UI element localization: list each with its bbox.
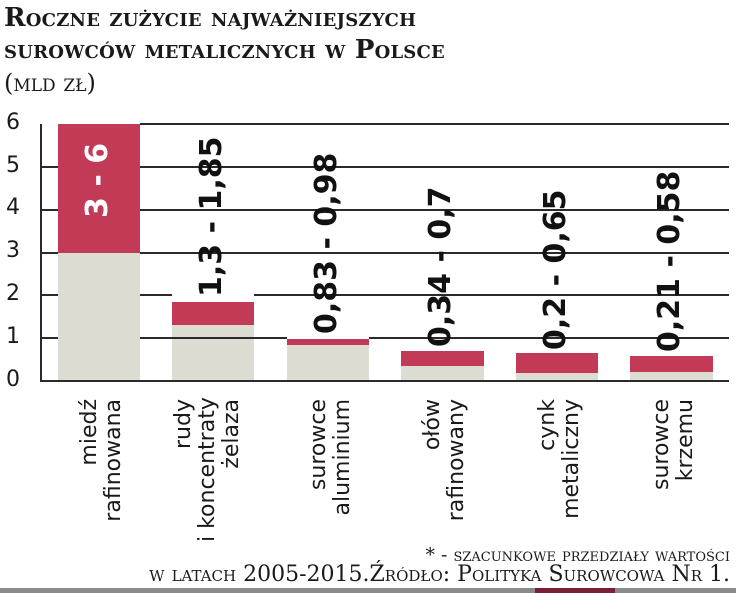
category-label-rudy: rudy i koncentraty żelaza [171,397,244,542]
category-label-miedz: miedź rafinowana [77,399,126,522]
bar-upper-segment [401,351,484,366]
bar-miedz [58,124,140,381]
value-label-cynk: 0,2 - 0,65 [538,189,573,350]
gridline-1b [369,337,729,339]
value-label-miedz: 3 - 6 [80,142,115,218]
value-label-rudy: 1,3 - 1,85 [194,136,229,297]
y-tick-5: 5 [6,153,20,178]
bar-lower-segment [630,372,713,381]
gridline-0 [41,380,729,382]
gridline-2 [254,294,729,296]
bar-upper-segment [172,302,254,325]
gridline-3-left [41,252,58,254]
bar-upper-segment [516,353,598,373]
y-tick-3: 3 [6,238,20,263]
bar-lower-segment [58,253,140,381]
bar-lower-segment [287,345,369,381]
category-label-aluminium: surowce aluminium [306,399,355,516]
chart-unit: (mld zł) [4,69,96,97]
bar-olow [401,351,484,381]
gridline-2-mid [140,294,172,296]
chart-title-line1: Roczne zużycie najważniejszych [4,3,417,33]
y-tick-6: 6 [6,110,20,135]
y-tick-1: 1 [6,324,20,349]
bar-cynk [516,353,598,381]
bar-krzem [630,356,713,381]
gridline-2-left [41,294,58,296]
value-label-olow: 0,34 - 0,7 [423,186,458,347]
category-label-olow: ołów rafinowany [420,399,469,522]
page-edge-accent [535,588,615,593]
gridline-4-left [41,209,58,211]
value-label-aluminium: 0,83 - 0,98 [309,152,344,334]
bar-rudy [172,302,254,381]
chart-title: Roczne zużycie najważniejszych surowców … [4,2,445,66]
y-tick-2: 2 [6,281,20,306]
page-edge-strip [0,588,736,593]
bar-upper-segment [630,356,713,372]
gridline-5-left [41,166,58,168]
gridline-1-left [41,337,58,339]
gridline-5 [140,166,729,168]
y-tick-4: 4 [6,195,20,220]
gridline-3 [140,252,729,254]
bar-upper-segment [58,124,140,253]
gridline-1a [140,337,287,339]
bar-lower-segment [516,373,598,381]
footnote-line2: w latach 2005-2015.Źródło: Polityka Suro… [149,562,730,587]
gridline-6 [140,123,729,125]
chart-title-line2: surowców metalicznych w Polsce [4,35,445,65]
gridline-4 [140,209,729,211]
bar-aluminium [287,339,369,381]
category-label-krzem: surowce krzemu [649,398,698,490]
value-label-krzem: 0,21 - 0,58 [652,170,687,352]
y-tick-0: 0 [6,367,20,392]
footnote-line1: * - szacunkowe przedziały wartości [425,544,730,566]
bar-lower-segment [401,366,484,381]
bar-lower-segment [172,325,254,381]
bar-upper-segment [287,339,369,345]
category-label-cynk: cynk metaliczny [535,399,584,519]
